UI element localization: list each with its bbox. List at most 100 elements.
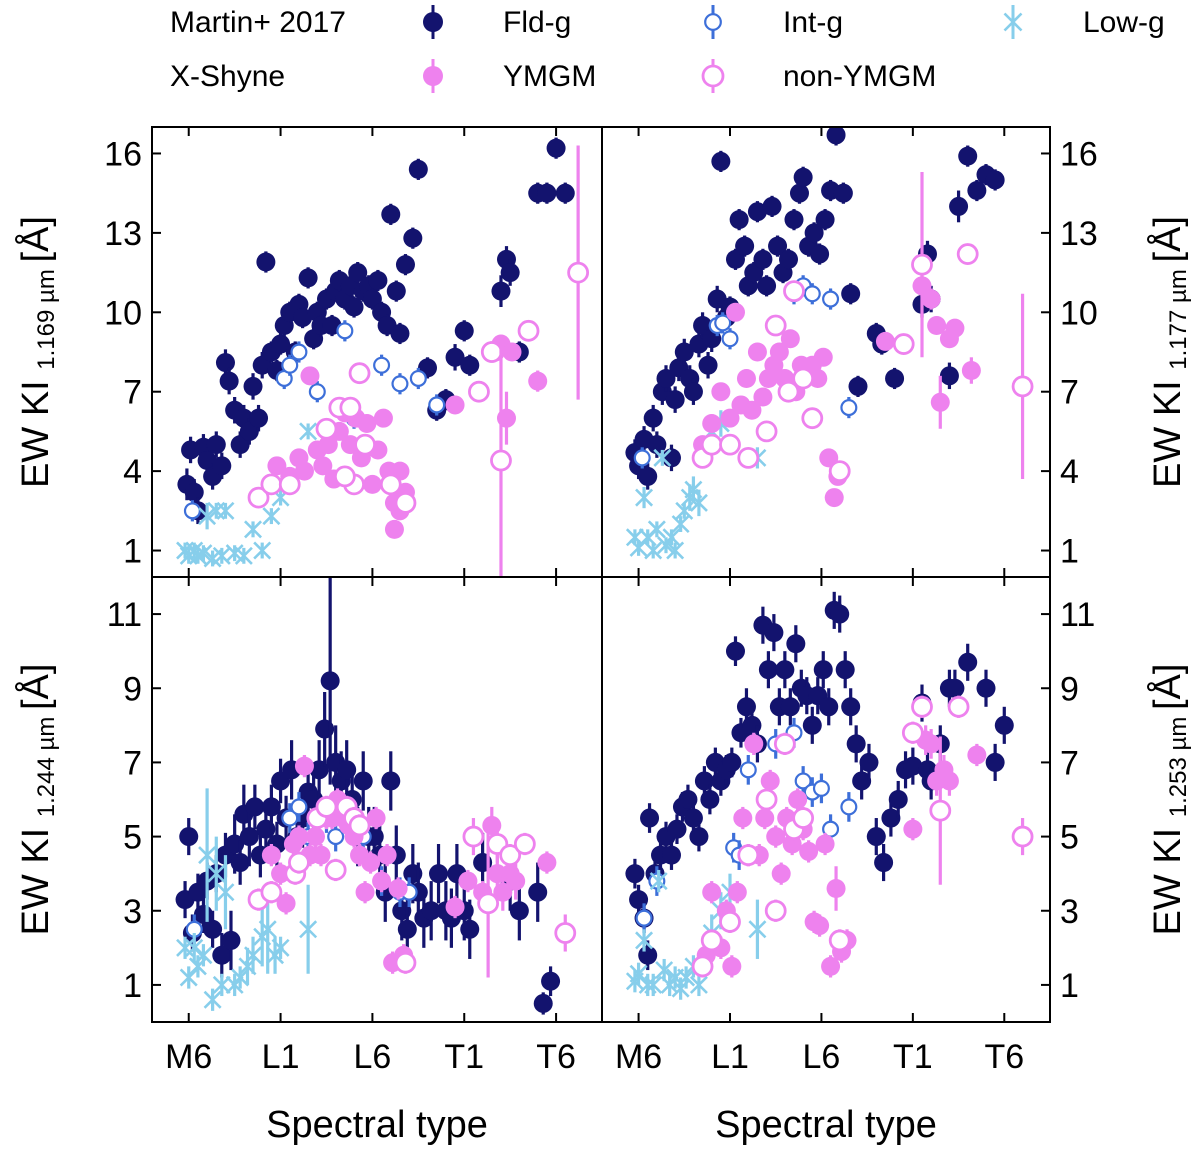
data-point-low_g-stroke-b xyxy=(647,520,666,539)
y-axis-title-unit: [Å] xyxy=(13,216,57,262)
data-point-ymgm xyxy=(824,488,844,508)
data-point-ymgm xyxy=(771,864,791,884)
data-point-fld_g xyxy=(397,919,417,939)
data-point-ymgm xyxy=(921,734,941,754)
data-point-low_g-stroke-b xyxy=(671,515,690,534)
data-point-low_g-stroke-b xyxy=(207,864,226,883)
data-point-ymgm xyxy=(276,893,296,913)
x-tick-label: L1 xyxy=(711,1038,749,1076)
data-point-fld_g xyxy=(353,771,373,791)
panel-data xyxy=(625,591,1034,1000)
data-point-fld_g xyxy=(830,604,850,624)
data-point-fld_g xyxy=(395,255,415,275)
data-point-ymgm xyxy=(755,808,775,828)
data-point-int_g xyxy=(794,772,812,790)
data-point-fld_g xyxy=(638,466,658,486)
data-point-ymgm xyxy=(361,853,381,873)
data-point-ymgm xyxy=(340,435,360,455)
data-point-low_g-stroke-b xyxy=(185,938,204,957)
data-point-ymgm xyxy=(744,734,764,754)
data-point-fld_g xyxy=(802,715,822,735)
data-point-ymgm xyxy=(267,456,287,476)
data-point-low_g-stroke-b xyxy=(644,541,663,560)
data-point-non_ymgm xyxy=(260,881,283,904)
data-point-ymgm xyxy=(927,316,947,336)
data-point-non_ymgm xyxy=(1011,375,1034,398)
data-point-non_ymgm xyxy=(691,955,714,978)
data-point-non_ymgm xyxy=(477,892,500,915)
data-point-fld_g xyxy=(744,263,764,283)
data-point-non_ymgm xyxy=(764,899,787,922)
data-point-fld_g xyxy=(230,435,250,455)
data-point-fld_g xyxy=(298,268,318,288)
data-point-ymgm xyxy=(300,366,320,386)
data-point-low_g xyxy=(216,883,235,902)
data-point-fld_g xyxy=(698,355,718,375)
data-point-fld_g xyxy=(625,864,645,884)
data-point-low_g-stroke-b xyxy=(684,480,703,499)
data-point-ymgm xyxy=(875,331,895,351)
data-point-non_ymgm xyxy=(490,449,512,472)
data-point-fld_g xyxy=(665,390,685,410)
data-point-ymgm xyxy=(261,845,281,865)
data-point-low_g-stroke-b xyxy=(244,520,263,539)
data-point-non_ymgm xyxy=(554,922,577,944)
data-point-fld_g xyxy=(985,752,1005,772)
data-point-fld_g xyxy=(819,697,839,717)
data-point-non_ymgm xyxy=(755,788,778,811)
data-point-int_g xyxy=(840,399,858,417)
data-point-non_ymgm xyxy=(379,473,402,496)
data-point-int_g xyxy=(822,290,840,308)
legend-marker-low_g xyxy=(1003,12,1023,32)
data-point-fld_g xyxy=(833,183,853,203)
data-point-fld_g xyxy=(779,249,799,269)
y-tick-label: 4 xyxy=(123,453,142,491)
y-tick-label: 16 xyxy=(1060,135,1098,173)
legend-marker-fld_g xyxy=(423,12,443,32)
y-axis-title-wavelength: 1.169 µm xyxy=(33,263,60,370)
data-point-low_g-stroke-b xyxy=(666,541,685,560)
data-point-low_g-stroke-b xyxy=(212,546,231,565)
data-point-ymgm xyxy=(720,408,740,428)
data-point-non_ymgm xyxy=(911,695,933,718)
y-axis-title: EW KI 1.253 µm [Å] xyxy=(1145,664,1192,936)
data-point-low_g xyxy=(262,507,281,526)
data-point-fld_g xyxy=(643,408,663,428)
data-point-fld_g xyxy=(846,734,866,754)
data-point-low_g xyxy=(299,422,318,441)
data-point-low_g xyxy=(258,920,277,939)
data-point-non_ymgm xyxy=(947,695,970,718)
legend-xshyne-label: X-Shyne xyxy=(170,60,285,93)
data-point-fld_g xyxy=(789,183,809,203)
data-point-fld_g xyxy=(460,919,480,939)
y-tick-label: 10 xyxy=(1060,294,1098,332)
data-point-int_g xyxy=(409,369,427,387)
data-point-fld_g xyxy=(661,448,681,468)
data-point-low_g-stroke-b xyxy=(748,920,767,939)
x-axis-title: Spectral type xyxy=(715,1104,937,1146)
data-point-fld_g xyxy=(758,660,778,680)
data-point-ymgm xyxy=(372,871,392,891)
data-point-ymgm xyxy=(769,342,789,362)
data-point-fld_g xyxy=(533,993,553,1013)
data-point-fld_g xyxy=(381,204,401,224)
data-point-low_g-stroke-b xyxy=(689,975,708,994)
y-tick-label: 7 xyxy=(1060,374,1079,412)
data-point-fld_g xyxy=(537,183,557,203)
data-point-int_g xyxy=(812,779,830,797)
data-point-fld_g xyxy=(976,678,996,698)
y-axis-title-wavelength: 1.177 µm xyxy=(1165,263,1192,370)
data-point-fld_g xyxy=(722,752,742,772)
data-point-fld_g xyxy=(866,827,886,847)
data-point-non_ymgm xyxy=(394,491,417,514)
data-point-low_g-stroke-b xyxy=(198,507,217,526)
data-point-low_g-stroke-b xyxy=(677,968,696,987)
data-point-low_g-stroke-b xyxy=(216,501,235,520)
data-point-ymgm xyxy=(788,790,808,809)
data-point-low_g xyxy=(644,541,663,560)
data-point-fld_g xyxy=(203,919,223,939)
y-tick-label: 4 xyxy=(1060,453,1079,491)
data-point-low_g xyxy=(677,968,696,987)
data-point-ymgm xyxy=(711,382,731,402)
data-point-fld_g xyxy=(793,167,813,187)
